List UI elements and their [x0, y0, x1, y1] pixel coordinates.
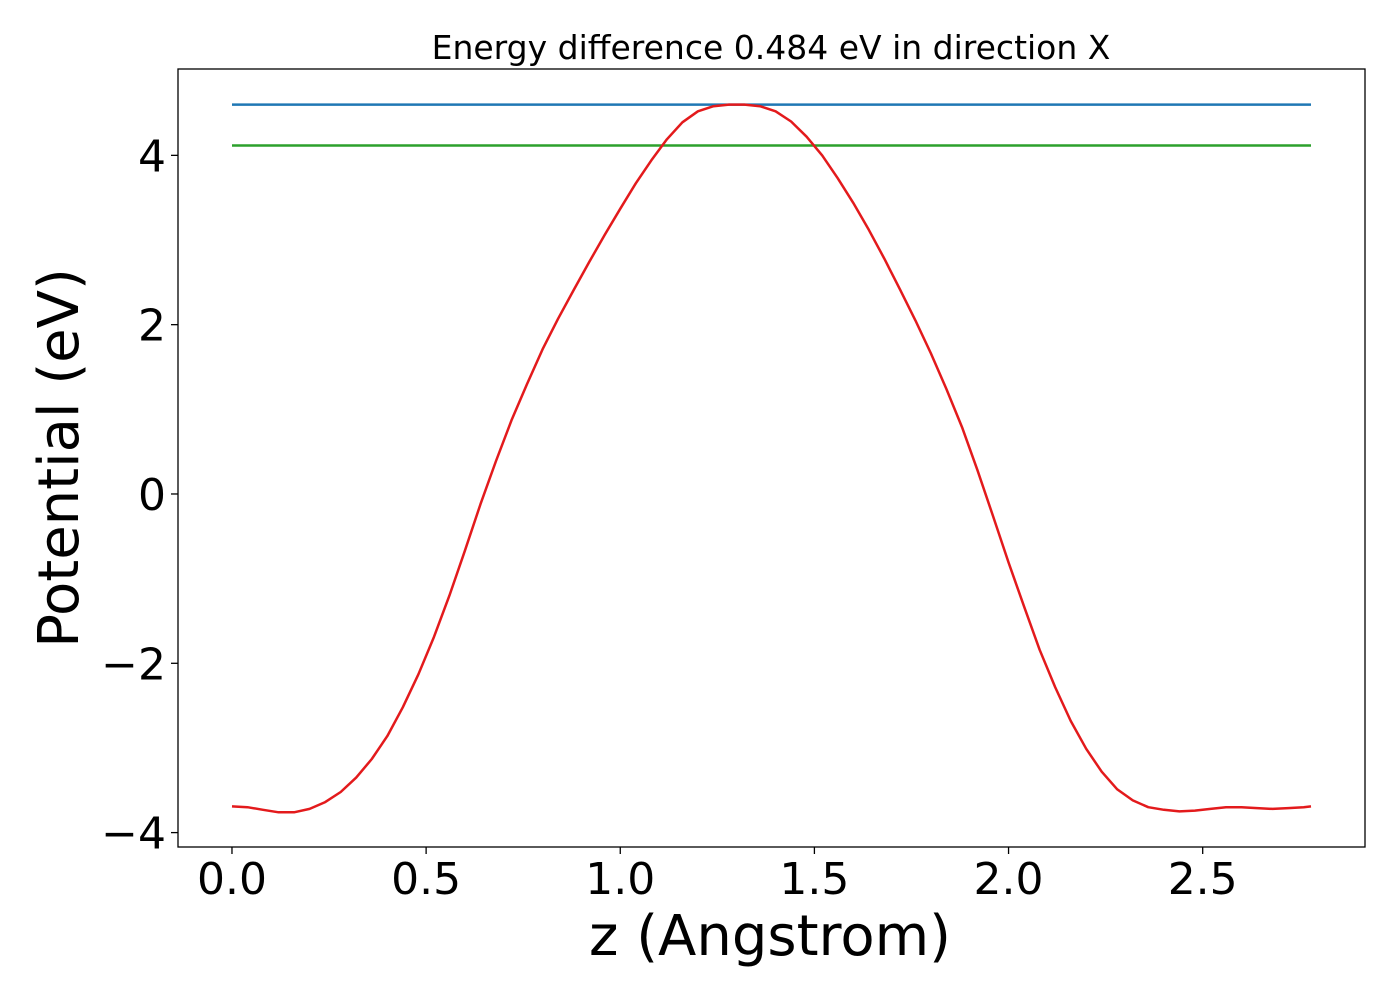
y-tick-label: 0: [138, 470, 166, 521]
series-line-2: [231, 103, 1312, 814]
plot-background: [178, 69, 1365, 847]
y-tick-label: 2: [138, 301, 166, 352]
x-tick-label: 0.0: [197, 854, 267, 905]
y-tick-label: −2: [101, 639, 166, 690]
x-axis-ticks: 0.0 0.5 1.0 1.5 2.0 2.5: [197, 847, 1238, 905]
y-tick-label: 4: [138, 131, 166, 182]
x-tick-label: 0.5: [391, 854, 461, 905]
y-axis-label: Potential (eV): [27, 268, 92, 648]
x-tick-label: 2.0: [974, 854, 1044, 905]
y-axis-ticks: −4 −2 0 2 4: [101, 131, 178, 860]
x-tick-label: 1.5: [779, 854, 849, 905]
x-tick-label: 2.5: [1168, 854, 1238, 905]
plot-frame: [177, 68, 1366, 848]
x-tick-label: 1.0: [585, 854, 655, 905]
y-tick-label: −4: [101, 809, 166, 860]
x-axis-label: z (Angstrom): [589, 904, 951, 969]
series-layer: [231, 103, 1312, 814]
plot-area: [178, 69, 1365, 847]
chart-title: Energy difference 0.484 eV in direction …: [432, 28, 1111, 67]
